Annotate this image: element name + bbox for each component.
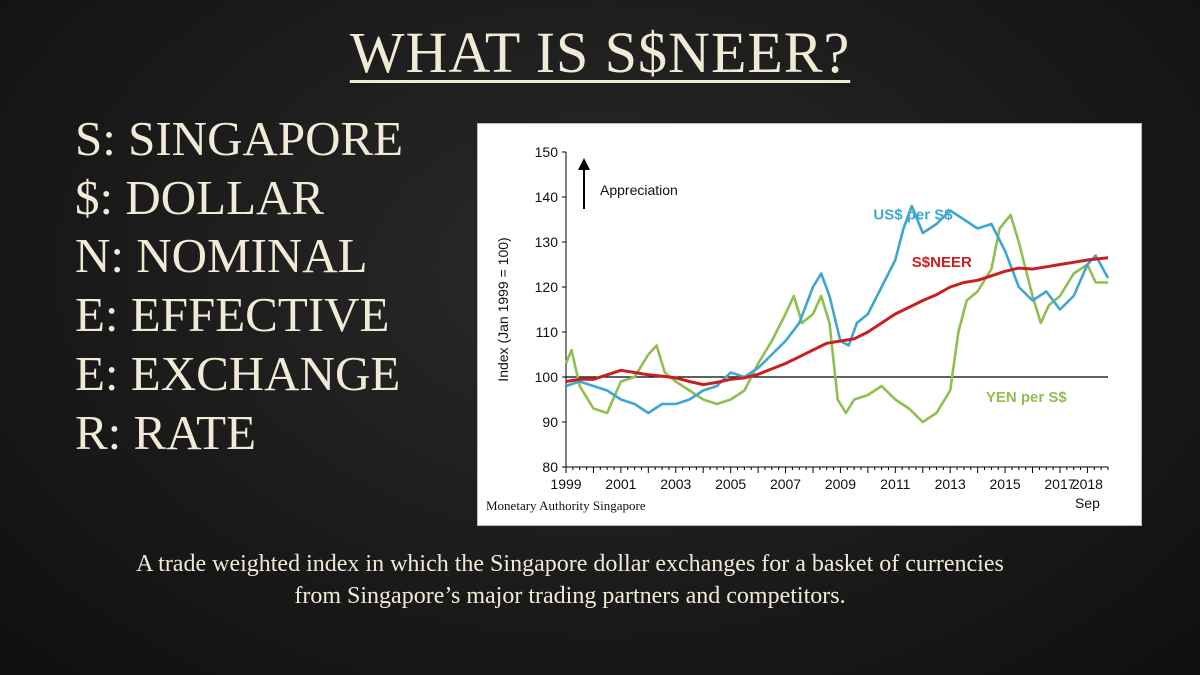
x-tick-label: 1999 [550, 476, 581, 492]
acronym-list: S: SINGAPORE $: DOLLAR N: NOMINAL E: EFF… [75, 110, 403, 462]
y-tick-label: 130 [535, 234, 559, 250]
acronym-item-e2: E: EXCHANGE [75, 345, 401, 401]
acronym-item-e1: E: EFFECTIVE [75, 287, 390, 343]
series-line-sneer [565, 256, 1109, 387]
series-label-usd: US$ per S$ [873, 207, 953, 224]
series-label-sneer: S$NEER [912, 254, 972, 271]
x-tick-label: 2018 [1072, 476, 1103, 492]
acronym-item-dollar: $: DOLLAR [75, 169, 325, 225]
x-tick-label: 2017 [1044, 476, 1075, 492]
series-line-yen [564, 213, 1108, 424]
x-tick-label: 2001 [605, 476, 636, 492]
y-tick-label: 150 [535, 144, 559, 160]
x-tick-label: 2015 [990, 476, 1021, 492]
plot-area: 80 90 100 110 120 130 140 150 1999 2001 2003 2005 20… [495, 144, 1110, 511]
y-tick-label: 100 [535, 369, 559, 385]
y-tick-label: 140 [535, 189, 559, 205]
chart-panel: 80 90 100 110 120 130 140 150 1999 2001 2003 2005 20… [477, 123, 1142, 526]
y-tick-label: 80 [542, 459, 558, 475]
description-text: A trade weighted index in which the Sing… [136, 551, 1004, 609]
source-caption: Monetary Authority Singapore [486, 498, 646, 513]
slide-title-text: WHAT IS S$NEER? [349, 20, 851, 85]
x-tick-label: 2003 [660, 476, 691, 492]
series-line-usd [565, 204, 1110, 415]
y-axis-label: Index (Jan 1999 = 100) [495, 237, 511, 381]
acronym-item-r: R: RATE [75, 404, 257, 460]
x-tick-label: 2009 [825, 476, 856, 492]
x-tick-label: 2011 [880, 476, 910, 492]
x-axis-suffix: Sep [1075, 495, 1100, 511]
exchange-rate-chart: 80 90 100 110 120 130 140 150 1999 2001 2003 2005 20… [495, 144, 1110, 511]
acronym-item-s: S: SINGAPORE [75, 111, 404, 166]
x-tick-label: 2007 [770, 476, 801, 492]
y-tick-label: 90 [542, 414, 558, 430]
acronym-item-n: N: NOMINAL [75, 228, 368, 284]
appreciation-arrow-head [578, 158, 590, 170]
slide-title: WHAT IS S$NEER? [0, 18, 1200, 88]
y-tick-label: 120 [535, 279, 559, 295]
series-label-yen: YEN per S$ [986, 389, 1068, 406]
y-tick-label: 110 [536, 324, 559, 340]
x-tick-label: 2013 [935, 476, 966, 492]
x-tick-label: 2005 [715, 476, 746, 492]
appreciation-label: Appreciation [600, 182, 678, 198]
